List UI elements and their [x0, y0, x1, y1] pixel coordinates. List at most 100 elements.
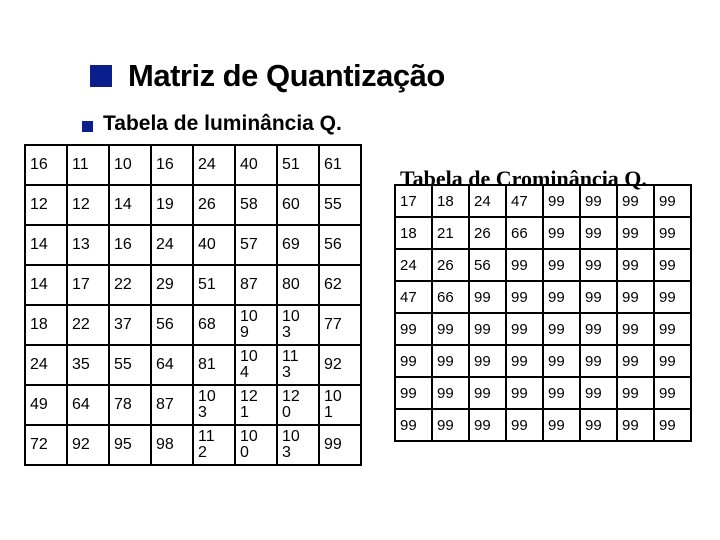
chrominance-cell: 99 — [654, 377, 691, 409]
luminance-cell: 95 — [109, 425, 151, 465]
luminance-cell: 109 — [235, 305, 277, 345]
luminance-row: 182237566810910377 — [25, 305, 361, 345]
luminance-cell: 19 — [151, 185, 193, 225]
luminance-row: 1611101624405161 — [25, 145, 361, 185]
luminance-row: 243555648110411392 — [25, 345, 361, 385]
chrominance-cell: 99 — [506, 249, 543, 281]
chrominance-cell: 99 — [432, 313, 469, 345]
luminance-cell: 64 — [67, 385, 109, 425]
luminance-cell: 14 — [25, 265, 67, 305]
chrominance-cell: 99 — [617, 249, 654, 281]
chrominance-cell: 99 — [654, 409, 691, 441]
luminance-cell: 99 — [319, 425, 361, 465]
luminance-cell: 103 — [277, 305, 319, 345]
chrominance-cell: 99 — [506, 313, 543, 345]
chrominance-row: 9999999999999999 — [395, 377, 691, 409]
luminance-cell: 22 — [67, 305, 109, 345]
chrominance-cell: 99 — [543, 377, 580, 409]
chrominance-cell: 26 — [432, 249, 469, 281]
luminance-cell: 87 — [151, 385, 193, 425]
luminance-cell: 40 — [235, 145, 277, 185]
luminance-cell: 12 — [25, 185, 67, 225]
luminance-cell: 101 — [319, 385, 361, 425]
chrominance-cell: 99 — [469, 313, 506, 345]
luminance-subtitle: Tabela de luminância Q. — [103, 112, 342, 136]
chrominance-row: 9999999999999999 — [395, 313, 691, 345]
chrominance-cell: 99 — [617, 217, 654, 249]
luminance-cell: 13 — [67, 225, 109, 265]
luminance-cell: 16 — [109, 225, 151, 265]
chrominance-cell: 99 — [469, 409, 506, 441]
chrominance-cell: 21 — [432, 217, 469, 249]
luminance-cell: 60 — [277, 185, 319, 225]
luminance-cell: 72 — [25, 425, 67, 465]
chrominance-cell: 18 — [395, 217, 432, 249]
luminance-cell: 26 — [193, 185, 235, 225]
chrominance-cell: 99 — [654, 281, 691, 313]
luminance-cell: 121 — [235, 385, 277, 425]
chrominance-cell: 99 — [580, 217, 617, 249]
luminance-cell: 12 — [67, 185, 109, 225]
luminance-subtitle-row: Tabela de luminância Q. — [0, 94, 720, 136]
luminance-cell: 24 — [25, 345, 67, 385]
chrominance-cell: 99 — [617, 377, 654, 409]
chrominance-cell: 99 — [469, 377, 506, 409]
luminance-cell: 100 — [235, 425, 277, 465]
luminance-cell: 49 — [25, 385, 67, 425]
luminance-cell: 57 — [235, 225, 277, 265]
chrominance-cell: 99 — [543, 217, 580, 249]
subtitle-bullet-icon — [82, 121, 93, 132]
chrominance-cell: 99 — [395, 313, 432, 345]
chrominance-row: 9999999999999999 — [395, 409, 691, 441]
title-row: Matriz de Quantização — [0, 0, 720, 94]
chrominance-cell: 66 — [432, 281, 469, 313]
chrominance-table-wrap: 1718244799999999182126669999999924265699… — [394, 184, 692, 442]
chrominance-row: 4766999999999999 — [395, 281, 691, 313]
luminance-cell: 14 — [25, 225, 67, 265]
chrominance-cell: 99 — [506, 281, 543, 313]
tables-container: 1611101624405161121214192658605514131624… — [0, 144, 720, 466]
chrominance-cell: 99 — [580, 313, 617, 345]
luminance-cell: 24 — [151, 225, 193, 265]
luminance-cell: 64 — [151, 345, 193, 385]
chrominance-cell: 47 — [395, 281, 432, 313]
luminance-cell: 87 — [235, 265, 277, 305]
chrominance-cell: 99 — [506, 377, 543, 409]
luminance-cell: 17 — [67, 265, 109, 305]
chrominance-cell: 99 — [469, 281, 506, 313]
chrominance-cell: 99 — [543, 281, 580, 313]
chrominance-cell: 99 — [580, 409, 617, 441]
chrominance-cell: 99 — [543, 249, 580, 281]
chrominance-cell: 99 — [580, 281, 617, 313]
luminance-cell: 56 — [151, 305, 193, 345]
chrominance-row: 9999999999999999 — [395, 345, 691, 377]
luminance-cell: 92 — [67, 425, 109, 465]
chrominance-table: 1718244799999999182126669999999924265699… — [394, 184, 692, 442]
chrominance-cell: 99 — [617, 345, 654, 377]
luminance-cell: 103 — [193, 385, 235, 425]
luminance-cell: 35 — [67, 345, 109, 385]
chrominance-cell: 99 — [654, 345, 691, 377]
chrominance-cell: 99 — [469, 345, 506, 377]
chrominance-cell: 99 — [617, 281, 654, 313]
luminance-cell: 18 — [25, 305, 67, 345]
chrominance-subtitle: Tabela de Crominância Q. — [400, 166, 647, 192]
luminance-cell: 22 — [109, 265, 151, 305]
chrominance-cell: 99 — [506, 345, 543, 377]
chrominance-cell: 99 — [543, 409, 580, 441]
luminance-cell: 62 — [319, 265, 361, 305]
luminance-row: 49647887103121120101 — [25, 385, 361, 425]
luminance-cell: 104 — [235, 345, 277, 385]
luminance-cell: 113 — [277, 345, 319, 385]
luminance-cell: 37 — [109, 305, 151, 345]
luminance-cell: 55 — [319, 185, 361, 225]
chrominance-cell: 56 — [469, 249, 506, 281]
luminance-cell: 81 — [193, 345, 235, 385]
luminance-cell: 103 — [277, 425, 319, 465]
luminance-row: 7292959811210010399 — [25, 425, 361, 465]
chrominance-cell: 99 — [654, 217, 691, 249]
luminance-cell: 24 — [193, 145, 235, 185]
luminance-cell: 78 — [109, 385, 151, 425]
luminance-cell: 51 — [277, 145, 319, 185]
chrominance-cell: 99 — [395, 345, 432, 377]
